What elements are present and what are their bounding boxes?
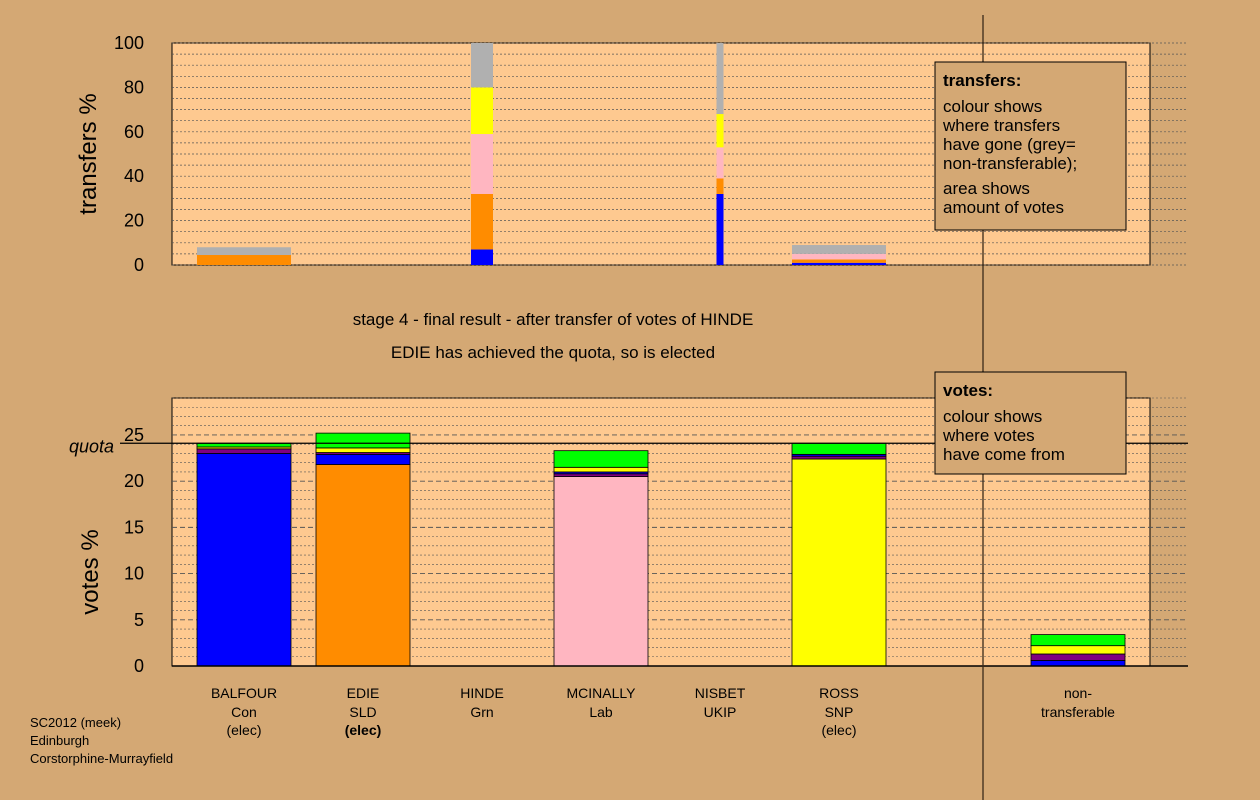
votes-legend-text: where votes bbox=[942, 426, 1035, 445]
transfers-tick-label: 0 bbox=[134, 255, 144, 275]
candidate-name: HINDE bbox=[460, 685, 504, 701]
candidate-party: SNP bbox=[825, 704, 854, 720]
candidate-party: Con bbox=[231, 704, 257, 720]
vote-segment bbox=[791, 442, 887, 455]
votes-legend-text: colour shows bbox=[943, 407, 1042, 426]
transfers-legend-text: colour shows bbox=[943, 97, 1042, 116]
transfer-segment bbox=[716, 193, 724, 265]
transfers-legend-text: have gone (grey= bbox=[943, 135, 1076, 154]
vote-segment bbox=[553, 466, 649, 473]
transfer-segment bbox=[792, 245, 886, 254]
votes-tick-label: 15 bbox=[124, 517, 144, 537]
transfer-segment bbox=[792, 259, 886, 263]
transfers-legend-text: where transfers bbox=[942, 116, 1060, 135]
non-transferable-label: non- bbox=[1064, 685, 1092, 701]
transfer-segment bbox=[716, 178, 724, 194]
candidate-party: SLD bbox=[349, 704, 376, 720]
transfer-segment bbox=[471, 134, 493, 194]
candidate-party: Grn bbox=[470, 704, 493, 720]
candidate-party: Lab bbox=[589, 704, 613, 720]
votes-tick-label: 20 bbox=[124, 471, 144, 491]
vote-segment bbox=[1030, 634, 1126, 647]
transfer-segment bbox=[197, 255, 291, 265]
transfer-segment bbox=[471, 249, 493, 265]
votes-tick-label: 0 bbox=[134, 656, 144, 676]
vote-segment bbox=[315, 464, 411, 667]
transfers-legend-title: transfers: bbox=[943, 71, 1021, 90]
candidate-name: MCINALLY bbox=[567, 685, 637, 701]
candidate-name: EDIE bbox=[347, 685, 380, 701]
candidate-status: (elec) bbox=[345, 722, 382, 738]
votes-axis-label: votes % bbox=[77, 529, 104, 614]
transfer-segment bbox=[716, 114, 724, 148]
transfer-segment bbox=[792, 262, 886, 265]
transfers-tick-label: 100 bbox=[114, 33, 144, 53]
votes-legend-title: votes: bbox=[943, 381, 993, 400]
candidate-party: UKIP bbox=[704, 704, 737, 720]
stage-caption: stage 4 - final result - after transfer … bbox=[353, 310, 754, 329]
vote-segment bbox=[553, 473, 649, 477]
vote-segment bbox=[1030, 645, 1126, 655]
transfer-segment bbox=[197, 247, 291, 256]
quota-label: quota bbox=[69, 436, 114, 456]
footer-line: SC2012 (meek) bbox=[30, 715, 122, 730]
vote-segment bbox=[315, 453, 411, 465]
transfer-segment bbox=[716, 43, 724, 115]
non-transferable-label: transferable bbox=[1041, 704, 1115, 720]
candidate-name: ROSS bbox=[819, 685, 859, 701]
vote-segment bbox=[315, 432, 411, 449]
vote-segment bbox=[553, 450, 649, 468]
candidate-name: NISBET bbox=[695, 685, 746, 701]
transfers-axis-label: transfers % bbox=[75, 93, 102, 214]
vote-segment bbox=[791, 458, 887, 667]
transfer-segment bbox=[471, 43, 493, 88]
transfers-tick-label: 60 bbox=[124, 122, 144, 142]
transfers-tick-label: 20 bbox=[124, 211, 144, 231]
vote-segment bbox=[1030, 660, 1126, 667]
transfers-legend-text: area shows bbox=[943, 179, 1030, 198]
vote-segment bbox=[1030, 653, 1126, 661]
vote-segment bbox=[196, 448, 292, 454]
votes-legend bbox=[934, 371, 1127, 475]
footer: SC2012 (meek) Edinburgh Corstorphine-Mur… bbox=[30, 714, 173, 768]
vote-segment bbox=[196, 453, 292, 667]
transfer-segment bbox=[471, 87, 493, 135]
vote-segment bbox=[791, 455, 887, 460]
candidate-status: (elec) bbox=[226, 722, 261, 738]
votes-tick-label: 25 bbox=[124, 425, 144, 445]
candidate-status: (elec) bbox=[821, 722, 856, 738]
footer-line: Corstorphine-Murrayfield bbox=[30, 751, 174, 766]
transfers-legend-text: non-transferable); bbox=[943, 154, 1077, 173]
vote-segment bbox=[553, 476, 649, 667]
votes-tick-label: 5 bbox=[134, 610, 144, 630]
transfers-tick-label: 80 bbox=[124, 77, 144, 97]
transfers-legend-text: amount of votes bbox=[943, 198, 1064, 217]
candidate-name: BALFOUR bbox=[211, 685, 277, 701]
transfer-segment bbox=[471, 193, 493, 250]
vote-segment bbox=[315, 447, 411, 453]
transfers-legend bbox=[934, 61, 1127, 231]
transfer-segment bbox=[792, 253, 886, 260]
footer-line: Edinburgh bbox=[30, 733, 90, 748]
elected-caption: EDIE has achieved the quota, so is elect… bbox=[391, 343, 715, 362]
votes-legend-text: have come from bbox=[943, 445, 1065, 464]
votes-tick-label: 10 bbox=[124, 564, 144, 584]
transfer-segment bbox=[716, 147, 724, 179]
transfers-tick-label: 40 bbox=[124, 166, 144, 186]
